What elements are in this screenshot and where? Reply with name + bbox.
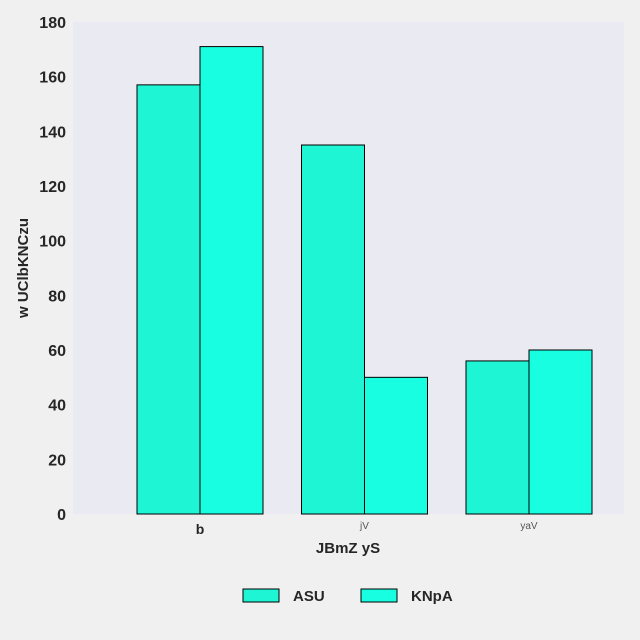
bar-knpa-yav [528, 349, 593, 515]
bar-knpa-jv [364, 376, 428, 515]
bar-knpa-b [199, 46, 264, 515]
y-tick-label: 160 [39, 70, 66, 87]
x-ticks: b jV yaV [196, 521, 538, 537]
y-tick-label: 80 [48, 288, 66, 305]
y-tick-label: 120 [39, 179, 66, 196]
legend-label: KNpA [411, 588, 453, 605]
y-tick-label: 40 [48, 398, 66, 415]
y-tick-label: 100 [39, 234, 66, 251]
y-tick-label: 180 [39, 15, 66, 32]
bar-asu-jv [301, 144, 365, 515]
y-tick-label: 60 [48, 343, 66, 360]
y-tick-label: 20 [48, 452, 66, 469]
legend: ASU KNpA [242, 588, 453, 605]
y-tick-label: 140 [39, 124, 66, 141]
y-ticks: 0 20 40 60 80 100 120 140 160 180 [39, 15, 66, 524]
y-tick-label: 0 [57, 507, 66, 524]
legend-swatch [242, 588, 280, 603]
bar-asu-yav [465, 360, 530, 515]
bars-group [136, 46, 593, 515]
legend-swatch [360, 588, 398, 603]
bar-asu-b [136, 84, 201, 515]
x-axis-label: JBmZ yS [316, 540, 380, 557]
legend-label: ASU [293, 588, 325, 605]
y-axis-label: w UClbKNCzu [15, 218, 32, 319]
x-tick-label: yaV [520, 521, 538, 532]
x-tick-label: jV [359, 521, 369, 532]
x-tick-label: b [196, 521, 205, 537]
